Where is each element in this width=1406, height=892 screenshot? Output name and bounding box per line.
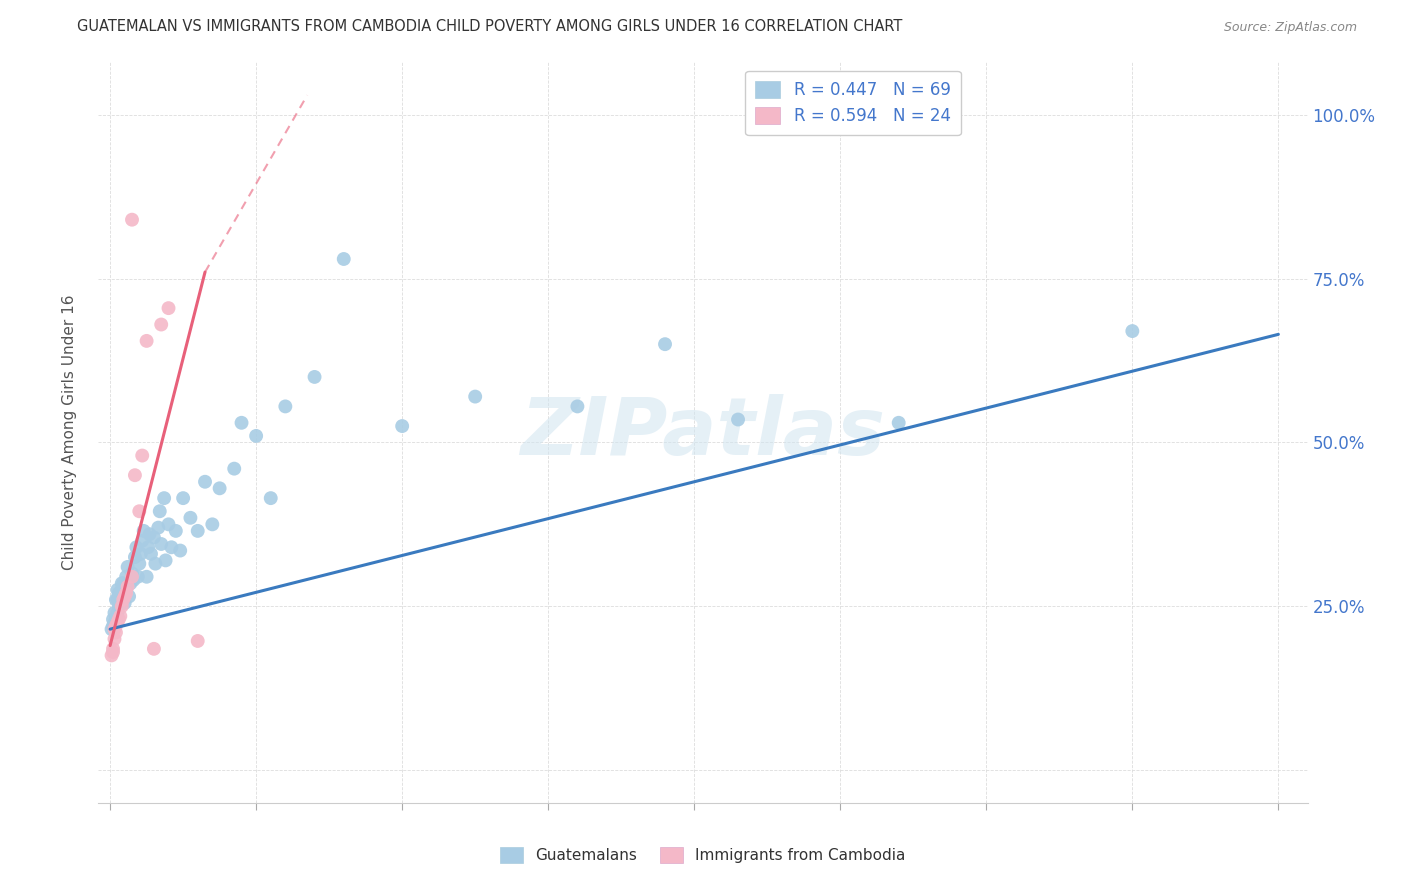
Point (110, 596, 132, 610)
Point (100, 622, 122, 636)
Point (128, 557, 150, 571)
Point (124, 550, 146, 565)
Point (111, 592, 134, 607)
Point (131, 533, 153, 548)
Point (260, 491, 283, 505)
Point (101, 612, 124, 626)
Point (120, 576, 142, 591)
Point (111, 576, 134, 591)
Point (108, 612, 131, 626)
Point (172, 491, 194, 505)
Point (149, 504, 172, 518)
Point (107, 615, 129, 630)
Point (107, 606, 129, 620)
Point (169, 543, 191, 558)
Point (153, 491, 176, 505)
Point (142, 641, 165, 656)
Point (654, 337, 676, 351)
Point (201, 517, 224, 532)
Point (165, 524, 187, 538)
Point (274, 400, 297, 414)
Point (100, 648, 122, 663)
Point (150, 537, 173, 551)
Point (115, 582, 138, 597)
Point (136, 541, 159, 555)
Point (1121, 324, 1143, 338)
Point (103, 622, 125, 636)
Point (231, 416, 253, 430)
Point (132, 524, 155, 538)
Legend: Guatemalans, Immigrants from Cambodia: Guatemalans, Immigrants from Cambodia (494, 841, 912, 869)
Point (108, 586, 131, 600)
Point (114, 587, 136, 601)
Point (112, 592, 135, 607)
Point (332, 252, 354, 266)
Point (104, 612, 127, 626)
Point (179, 510, 201, 524)
Point (145, 557, 167, 571)
Point (117, 560, 139, 574)
Point (118, 590, 141, 604)
Text: ZIPatlas: ZIPatlas (520, 393, 886, 472)
Point (129, 547, 152, 561)
Point (107, 592, 129, 607)
Point (245, 429, 267, 443)
Point (104, 619, 127, 633)
Point (727, 412, 749, 426)
Point (117, 580, 139, 594)
Point (101, 641, 124, 656)
Point (114, 590, 136, 604)
Point (122, 573, 145, 587)
Point (103, 615, 125, 630)
Point (110, 609, 132, 624)
Point (304, 370, 326, 384)
Point (187, 524, 209, 538)
Point (101, 619, 124, 633)
Point (114, 596, 136, 610)
Point (157, 301, 180, 315)
Point (107, 582, 129, 597)
Point (138, 527, 160, 541)
Point (121, 212, 143, 227)
Point (148, 521, 170, 535)
Point (104, 592, 127, 607)
Point (108, 599, 131, 614)
Point (139, 547, 162, 561)
Point (121, 566, 143, 581)
Point (112, 576, 135, 591)
Point (150, 318, 173, 332)
Point (112, 586, 135, 600)
Point (194, 475, 217, 489)
Point (131, 449, 153, 463)
Point (135, 570, 157, 584)
Point (887, 416, 910, 430)
Point (104, 625, 127, 640)
Point (391, 419, 413, 434)
Point (115, 570, 138, 584)
Point (121, 570, 143, 584)
Point (103, 632, 125, 646)
Point (208, 481, 231, 495)
Text: Source: ZipAtlas.com: Source: ZipAtlas.com (1223, 21, 1357, 34)
Point (103, 606, 125, 620)
Point (101, 645, 124, 659)
Point (128, 504, 150, 518)
Point (111, 599, 134, 614)
Point (464, 390, 486, 404)
Point (160, 541, 183, 555)
Text: GUATEMALAN VS IMMIGRANTS FROM CAMBODIA CHILD POVERTY AMONG GIRLS UNDER 16 CORREL: GUATEMALAN VS IMMIGRANTS FROM CAMBODIA C… (77, 20, 903, 34)
Point (110, 590, 132, 604)
Point (224, 461, 246, 475)
Point (187, 634, 209, 648)
Point (127, 570, 149, 584)
Point (157, 517, 180, 532)
Point (135, 334, 157, 348)
Y-axis label: Child Poverty Among Girls Under 16: Child Poverty Among Girls Under 16 (62, 295, 77, 570)
Point (142, 531, 165, 545)
Point (125, 541, 148, 555)
Point (567, 400, 589, 414)
Point (155, 553, 177, 567)
Point (115, 586, 138, 600)
Point (124, 468, 146, 483)
